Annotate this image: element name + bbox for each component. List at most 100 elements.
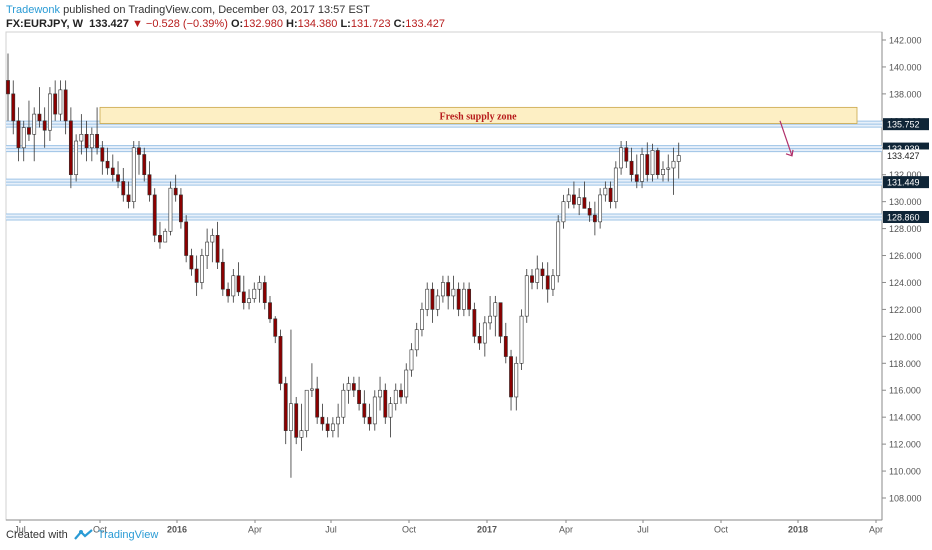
candle-body	[551, 275, 555, 290]
current-price-text: 133.427	[887, 151, 920, 161]
published-text: published on TradingView.com, December 0…	[63, 4, 370, 16]
candle-body	[357, 389, 361, 405]
candle-body	[399, 389, 403, 398]
x-tick-label: Oct	[714, 525, 729, 535]
candle-body	[666, 167, 671, 170]
candle-body	[315, 388, 320, 418]
candle-body	[456, 288, 461, 310]
supply-zone-box	[99, 106, 858, 124]
candle-body	[561, 201, 566, 223]
level-price-tag	[883, 118, 929, 131]
x-tick-label: 2016	[167, 525, 187, 535]
candle-body	[341, 389, 346, 418]
candle-body	[577, 197, 582, 205]
candle-body	[48, 93, 52, 131]
candle-body	[372, 396, 377, 425]
candle-body	[27, 127, 31, 135]
candle-body	[435, 295, 440, 310]
candle-body	[488, 315, 492, 324]
candle-body	[393, 389, 398, 405]
candle-body	[367, 416, 372, 425]
candle-body	[89, 133, 94, 149]
open-value: 132.980	[243, 18, 283, 30]
candle-body	[676, 155, 681, 162]
annotation-arrow-head	[785, 149, 794, 157]
candle-body	[168, 187, 173, 232]
candle-body	[304, 389, 309, 431]
high-label: H:	[286, 18, 298, 30]
candle-body	[624, 147, 629, 162]
publish-line: Tradewonk published on TradingView.com, …	[6, 4, 445, 17]
ohlc-line: FX:EURJPY, W 133.427 ▼ −0.528 (−0.39%) O…	[6, 18, 445, 31]
candle-body	[21, 127, 26, 149]
author-link[interactable]: Tradewonk	[6, 4, 61, 16]
candle-body	[325, 423, 330, 431]
tradingview-brand[interactable]: TradingView	[73, 529, 159, 541]
candle-body	[650, 150, 655, 176]
candle-body	[582, 197, 587, 209]
candle-body	[11, 93, 16, 122]
y-tick-label: 132.000	[889, 170, 922, 180]
candle-body	[661, 169, 665, 176]
close-value: 133.427	[405, 18, 446, 30]
candle-body	[310, 388, 314, 391]
candle-body	[241, 291, 246, 303]
candle-body	[467, 288, 472, 310]
candle-body	[53, 93, 58, 115]
candle-body	[37, 113, 42, 122]
y-tick-label: 138.000	[889, 89, 922, 99]
candle-body	[414, 329, 419, 351]
low-value: 131.723	[350, 18, 391, 30]
current-price-tag	[883, 149, 929, 162]
candle-body	[598, 194, 603, 223]
level-price-text: 128.860	[887, 213, 920, 223]
candle-body	[655, 150, 660, 176]
candle-body	[619, 147, 623, 169]
candle-body	[32, 113, 37, 135]
candle-body	[236, 275, 241, 293]
candle-body	[540, 268, 545, 277]
created-with-text: Created with	[6, 529, 68, 541]
candle-body	[472, 309, 477, 337]
level-price-text: 133.939	[887, 144, 920, 154]
candle-body	[320, 416, 325, 425]
candle-body	[273, 318, 278, 337]
candle-body	[6, 80, 10, 95]
level-price-text: 135.752	[887, 120, 920, 130]
candle-body	[42, 120, 47, 131]
low-label: L:	[340, 18, 351, 30]
down-arrow-icon: ▼	[131, 18, 143, 30]
brand-text: TradingView	[97, 529, 159, 541]
candle-body	[613, 167, 618, 202]
candle-body	[179, 194, 183, 223]
y-tick-label: 124.000	[889, 278, 922, 288]
candle-body	[105, 160, 110, 169]
y-tick-label: 116.000	[889, 386, 921, 396]
candle-body	[95, 133, 99, 149]
candle-body	[116, 174, 120, 182]
x-tick-label: 2017	[477, 525, 497, 535]
x-tick-label: Apr	[559, 525, 573, 535]
last-price: 133.427	[89, 18, 129, 30]
symbol-label: FX:EURJPY, W	[6, 18, 84, 30]
y-tick-label: 122.000	[889, 305, 922, 315]
candle-body	[477, 336, 482, 344]
candle-body	[441, 282, 445, 297]
candle-body	[231, 275, 236, 297]
level-price-tag	[883, 211, 929, 224]
candle-body	[346, 383, 351, 391]
candle-body	[173, 187, 178, 196]
change-value: −0.528 (−0.39%)	[145, 18, 228, 30]
x-tick-label: Apr	[869, 525, 883, 535]
candle-body	[336, 416, 341, 425]
candle-body	[409, 349, 414, 371]
candle-body	[142, 154, 147, 176]
x-tick-label: 2018	[788, 525, 808, 535]
candle-body	[545, 275, 550, 290]
candle-body	[289, 403, 293, 431]
candle-body	[503, 336, 508, 357]
candle-body	[425, 288, 430, 310]
candle-body	[184, 221, 189, 256]
candle-body	[63, 89, 68, 122]
